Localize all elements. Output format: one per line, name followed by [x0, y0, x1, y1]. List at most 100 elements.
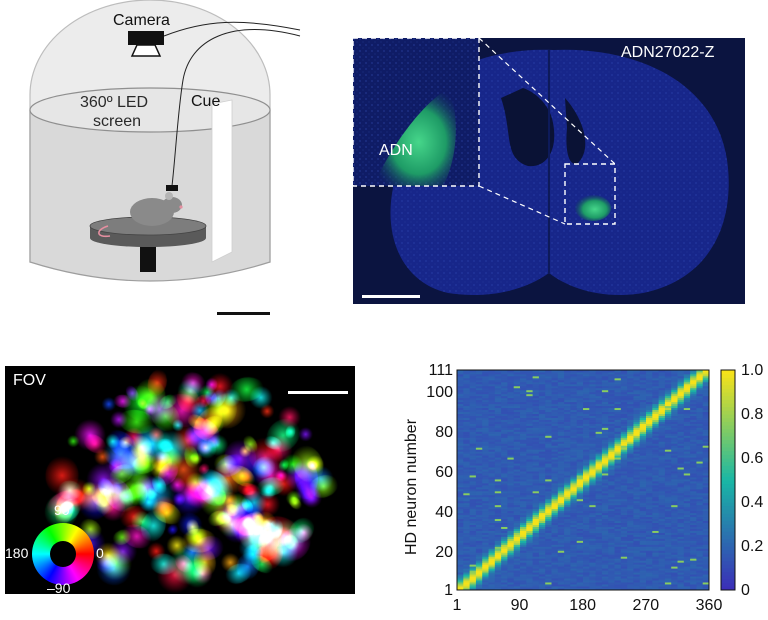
heatmap-cell — [633, 441, 641, 444]
heatmap-cell — [501, 389, 508, 393]
heatmap-cell — [696, 548, 704, 551]
colorbar-segment — [721, 410, 735, 415]
heatmap-cell — [469, 542, 477, 545]
heatmap-cell — [551, 395, 559, 399]
heatmap-cell — [532, 437, 540, 440]
heatmap-cell — [545, 370, 552, 373]
heatmap-cell — [475, 526, 483, 529]
heatmap-cell — [576, 572, 584, 575]
heatmap-cell — [664, 508, 672, 512]
heatmap-cell — [501, 514, 508, 518]
heatmap-cell — [557, 401, 565, 405]
heatmap-cell — [608, 471, 615, 474]
heatmap-cell — [538, 465, 546, 468]
heatmap-cell — [652, 588, 659, 591]
colorbar-segment — [721, 370, 735, 375]
heatmap-cell — [652, 417, 659, 420]
heatmap-cell — [639, 544, 647, 547]
heatmap-cell — [664, 546, 672, 549]
heatmap-cell — [488, 421, 496, 424]
heatmap-cell — [583, 534, 590, 537]
heatmap-cell — [683, 433, 691, 436]
heatmap-cell — [463, 504, 470, 508]
heatmap-cell — [639, 514, 647, 518]
heatmap-cell — [646, 477, 653, 480]
heatmap-cell — [545, 415, 552, 418]
heatmap-cell — [501, 564, 508, 567]
heatmap-cell — [664, 475, 672, 478]
heatmap-cell — [532, 467, 540, 470]
heatmap-cell — [614, 431, 622, 434]
heatmap-cell — [457, 411, 464, 415]
colorbar-segment — [721, 461, 735, 466]
heatmap-cell — [614, 560, 622, 563]
heatmap-cell — [564, 580, 571, 583]
heatmap-cell — [482, 381, 489, 385]
heatmap-cell — [513, 492, 521, 496]
heatmap-cell — [683, 510, 691, 514]
heatmap-cell — [570, 469, 578, 472]
heatmap-cell — [671, 572, 678, 575]
heatmap-cell — [507, 370, 515, 373]
heatmap-cell — [576, 554, 584, 557]
heatmap-cell — [614, 580, 622, 583]
heatmap-cell — [658, 508, 666, 512]
heatmap-cell — [545, 588, 552, 591]
heatmap-cell — [513, 379, 521, 383]
heatmap-cell — [532, 506, 540, 510]
heatmap-cell — [526, 379, 533, 383]
heatmap-cell — [683, 417, 691, 420]
heatmap-cell — [564, 437, 571, 440]
heatmap-cell — [494, 441, 502, 444]
heatmap-cell — [570, 389, 578, 393]
heatmap-cell — [469, 564, 477, 567]
heatmap-cell — [545, 480, 552, 484]
heatmap-cell — [507, 443, 515, 446]
heatmap-cell — [526, 467, 533, 470]
heatmap-cell — [457, 377, 464, 381]
heatmap-cell — [532, 411, 540, 415]
heatmap-cell — [482, 584, 489, 587]
heatmap-cell — [690, 461, 697, 464]
heatmap-cell — [475, 554, 483, 557]
heatmap-cell — [646, 502, 653, 506]
heatmap-cell — [633, 469, 641, 472]
heatmap-cell — [551, 516, 559, 520]
heatmap-cell — [614, 417, 622, 420]
heatmap-cell — [507, 461, 515, 464]
heatmap-cell — [520, 451, 527, 454]
heatmap-cell — [664, 566, 672, 569]
heatmap-cell — [551, 488, 559, 492]
heatmap-cell — [475, 556, 483, 559]
heatmap-cell — [633, 393, 641, 397]
heatmap-cell — [620, 413, 628, 416]
heatmap-cell — [557, 516, 565, 520]
colorbar-segment — [721, 436, 735, 441]
heatmap-cell — [633, 453, 641, 456]
heatmap-cell — [620, 431, 628, 434]
heatmap-cell — [564, 441, 571, 444]
heatmap-cell — [551, 528, 559, 531]
heatmap-cell — [526, 371, 533, 375]
heatmap-cell — [683, 473, 691, 476]
heatmap-cell — [538, 433, 546, 436]
heatmap-cell — [664, 465, 672, 468]
heatmap-cell — [620, 568, 628, 571]
heatmap-cell — [564, 526, 571, 529]
heatmap-cell — [532, 457, 540, 460]
heatmap-cell — [507, 479, 515, 482]
heatmap-cell — [488, 556, 496, 559]
heatmap-cell — [595, 405, 603, 409]
heatmap-cell — [475, 387, 483, 391]
colorbar-segment — [721, 469, 735, 474]
heatmap-cell — [520, 544, 527, 547]
heatmap-cell — [702, 463, 710, 466]
heatmap-cell — [469, 479, 477, 482]
heatmap-cell — [501, 518, 508, 522]
heatmap-cell — [463, 564, 470, 567]
heatmap-cell — [520, 548, 527, 551]
heatmap-cell — [457, 415, 464, 418]
heatmap-cell — [551, 504, 559, 508]
heatmap-cell — [564, 510, 571, 514]
heatmap-cell — [551, 582, 559, 585]
